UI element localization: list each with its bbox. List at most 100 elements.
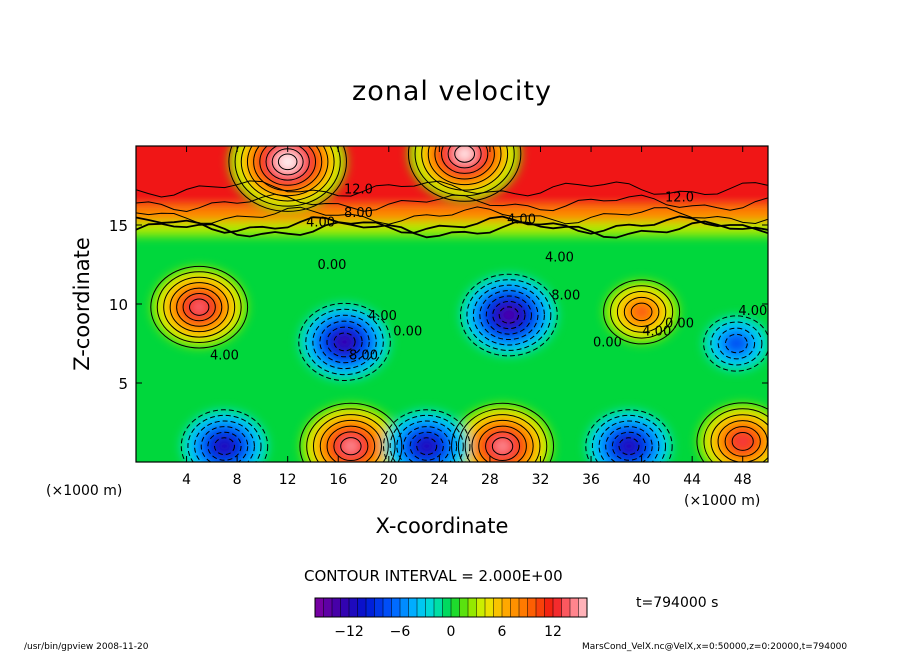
contour-line xyxy=(259,146,317,186)
colorbar-tick-label: −6 xyxy=(390,624,411,640)
contour-line xyxy=(427,146,502,186)
contour-line xyxy=(163,276,236,338)
contour-line xyxy=(207,431,242,461)
contour-line xyxy=(298,302,391,382)
contour-line xyxy=(434,146,495,180)
extremum-maximum xyxy=(634,305,650,319)
contour-label: 4.00 xyxy=(368,309,397,324)
contour-line xyxy=(189,298,210,316)
extremum-maximum xyxy=(192,301,207,313)
contour-line xyxy=(402,426,451,462)
colorbar-segment xyxy=(434,598,443,617)
footer-program-date: /usr/bin/gpview 2008-11-20 xyxy=(24,642,149,652)
colorbar-segment xyxy=(519,598,528,617)
contour-label: 8.00 xyxy=(551,288,580,303)
contour-line xyxy=(459,273,558,357)
contour-line xyxy=(407,146,522,202)
contour-line xyxy=(319,320,370,364)
contour-line xyxy=(591,414,667,462)
contour-line xyxy=(312,414,389,462)
extremum-minimum xyxy=(728,336,745,351)
x-tick-label: 8 xyxy=(233,472,242,488)
contour-line xyxy=(447,146,482,169)
contour-line xyxy=(478,425,527,462)
contour-line xyxy=(717,327,756,360)
contour-label: 0.00 xyxy=(665,317,694,332)
extremum-maximum xyxy=(344,440,358,452)
contour-label: 0.00 xyxy=(317,258,346,273)
colorbar-segment xyxy=(408,598,418,617)
contour-line xyxy=(472,284,545,346)
contour-line xyxy=(187,414,262,462)
x-axis-unit-right: (×1000 m) xyxy=(684,493,761,509)
contour-line xyxy=(618,437,640,456)
contour-line xyxy=(416,437,438,456)
extremum-minimum xyxy=(217,440,232,453)
colorbar-segment xyxy=(349,598,358,617)
contour-line xyxy=(305,308,384,376)
contour-line xyxy=(498,306,520,324)
plot-area xyxy=(135,145,769,463)
colorbar-tick-label: 12 xyxy=(544,624,562,640)
x-tick-label: 4 xyxy=(182,472,191,488)
contour-line xyxy=(136,220,768,239)
x-axis-label: X-coordinate xyxy=(375,514,509,538)
colorbar-segment xyxy=(536,598,545,617)
contour-line xyxy=(396,420,458,462)
contour-line xyxy=(333,431,369,462)
colorbar-tick-label: 0 xyxy=(447,624,456,640)
contour-label: 4.00 xyxy=(210,348,239,363)
colorbar-segment xyxy=(357,598,367,617)
x-tick-label: 32 xyxy=(532,472,550,488)
contour-line xyxy=(176,287,223,327)
contour-lines xyxy=(136,146,768,462)
contour-label: 4.00 xyxy=(738,304,767,319)
contour-line xyxy=(491,437,514,456)
contour-line xyxy=(710,321,763,366)
contour-line xyxy=(471,419,534,462)
contour-line xyxy=(457,408,548,462)
x-axis-unit-left: (×1000 m) xyxy=(46,483,123,499)
contour-line xyxy=(466,279,552,351)
colorbar-segment xyxy=(315,598,324,617)
contour-line xyxy=(464,414,541,462)
colorbar-segment xyxy=(425,598,435,617)
colorbar-segment xyxy=(459,598,469,617)
contour-line xyxy=(136,193,768,213)
contour-line xyxy=(312,314,377,370)
colorbar-segment xyxy=(340,598,350,617)
contour-labels: 12.012.08.004.00 4.000.004.008.004.008.00… xyxy=(210,182,767,363)
colorbar-frame xyxy=(314,597,588,618)
extremum-maximum xyxy=(736,435,750,447)
contour-line xyxy=(150,265,249,349)
colorbar-segment xyxy=(570,598,579,617)
contour-line xyxy=(492,300,526,330)
contour-line xyxy=(630,302,653,322)
x-tick-label: 16 xyxy=(329,472,347,488)
contour-line xyxy=(409,431,444,461)
contour-line xyxy=(611,431,647,461)
contour-line xyxy=(169,282,229,333)
contour-label: 0.00 xyxy=(393,325,422,340)
colorbar-segment xyxy=(485,598,494,617)
extremum-maximum xyxy=(281,156,295,168)
y-tick-label: 15 xyxy=(109,217,128,235)
y-tick-label: 5 xyxy=(118,375,128,393)
contour-line xyxy=(234,146,341,207)
contour-line xyxy=(299,402,403,462)
colorbar-segment xyxy=(510,598,520,617)
contour-label: 4.00 xyxy=(507,212,536,227)
contour-line xyxy=(136,180,768,198)
y-tick-label: 10 xyxy=(109,296,128,314)
x-tick-label: 20 xyxy=(380,472,398,488)
contour-line xyxy=(326,425,376,462)
contour-line xyxy=(421,146,509,191)
colorbar-segment xyxy=(468,598,477,617)
colorbar-segment xyxy=(374,598,384,617)
x-tick-label: 12 xyxy=(279,472,297,488)
contour-line xyxy=(265,146,310,181)
contour-line xyxy=(340,437,362,456)
contour-line xyxy=(598,420,660,462)
contour-line xyxy=(454,146,476,163)
